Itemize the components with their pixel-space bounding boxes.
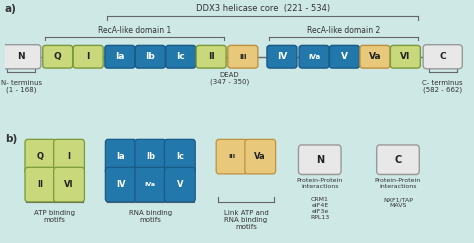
Text: C: C (439, 52, 446, 61)
FancyBboxPatch shape (423, 45, 462, 69)
FancyBboxPatch shape (245, 139, 275, 174)
Text: ATP binding
motifs: ATP binding motifs (34, 210, 75, 223)
FancyBboxPatch shape (135, 139, 166, 174)
FancyBboxPatch shape (54, 167, 84, 202)
Text: b): b) (5, 134, 17, 144)
FancyBboxPatch shape (164, 139, 195, 174)
FancyBboxPatch shape (299, 145, 341, 174)
FancyBboxPatch shape (54, 139, 84, 174)
FancyBboxPatch shape (299, 45, 329, 68)
FancyBboxPatch shape (105, 139, 136, 174)
Text: II: II (208, 52, 215, 61)
FancyBboxPatch shape (196, 45, 226, 68)
FancyBboxPatch shape (166, 45, 196, 68)
FancyBboxPatch shape (135, 167, 166, 202)
FancyBboxPatch shape (105, 45, 135, 68)
FancyBboxPatch shape (105, 167, 136, 202)
Text: IV: IV (277, 52, 287, 61)
Text: V: V (341, 52, 348, 61)
Text: III: III (239, 54, 246, 60)
Text: VI: VI (64, 180, 74, 189)
Text: Protein-Protein
interactions: Protein-Protein interactions (375, 178, 421, 189)
Text: I: I (86, 52, 90, 61)
Text: C- terminus
(582 - 662): C- terminus (582 - 662) (422, 80, 463, 93)
FancyBboxPatch shape (43, 45, 73, 68)
Text: II: II (37, 180, 43, 189)
Text: Q: Q (54, 52, 62, 61)
Text: a): a) (5, 4, 17, 14)
Text: C: C (394, 155, 401, 165)
Text: Ib: Ib (146, 152, 155, 161)
Text: Ia: Ia (115, 52, 125, 61)
Text: VI: VI (400, 52, 410, 61)
FancyBboxPatch shape (25, 167, 56, 202)
Text: N: N (316, 155, 324, 165)
FancyBboxPatch shape (228, 45, 258, 68)
Text: IVa: IVa (308, 54, 320, 60)
Text: III: III (228, 154, 235, 159)
Text: Va: Va (255, 152, 266, 161)
Text: Link ATP and
RNA binding
motifs: Link ATP and RNA binding motifs (224, 210, 268, 230)
FancyBboxPatch shape (25, 139, 56, 174)
Text: DDX3 helicase core  (221 - 534): DDX3 helicase core (221 - 534) (196, 4, 330, 13)
FancyBboxPatch shape (135, 45, 165, 68)
Text: N- terminus
(1 - 168): N- terminus (1 - 168) (0, 80, 42, 93)
Text: IVa: IVa (145, 182, 156, 187)
FancyBboxPatch shape (216, 139, 247, 174)
Text: IV: IV (116, 180, 126, 189)
FancyBboxPatch shape (391, 45, 420, 68)
Text: Protein-Protein
interactions: Protein-Protein interactions (297, 178, 343, 189)
Text: Ib: Ib (146, 52, 155, 61)
Text: Ia: Ia (117, 152, 125, 161)
Text: Va: Va (369, 52, 381, 61)
Text: RecA-like domain 2: RecA-like domain 2 (307, 26, 380, 35)
Text: NXF1/TAP
MAVS: NXF1/TAP MAVS (383, 197, 413, 208)
FancyBboxPatch shape (377, 145, 419, 174)
Text: I: I (68, 152, 71, 161)
FancyBboxPatch shape (360, 45, 390, 68)
Text: RecA-like domain 1: RecA-like domain 1 (98, 26, 171, 35)
Text: Ic: Ic (176, 152, 184, 161)
Text: Ic: Ic (176, 52, 185, 61)
Text: DEAD
(347 - 350): DEAD (347 - 350) (210, 72, 249, 85)
FancyBboxPatch shape (329, 45, 359, 68)
FancyBboxPatch shape (164, 167, 195, 202)
Text: CRM1
eIF4E
eIF3e
RPL13: CRM1 eIF4E eIF3e RPL13 (310, 197, 329, 220)
Text: V: V (177, 180, 183, 189)
FancyBboxPatch shape (73, 45, 103, 68)
Text: N: N (18, 52, 25, 61)
Text: Q: Q (37, 152, 44, 161)
FancyBboxPatch shape (267, 45, 297, 68)
FancyBboxPatch shape (2, 45, 41, 69)
Text: RNA binding
motifs: RNA binding motifs (129, 210, 172, 223)
